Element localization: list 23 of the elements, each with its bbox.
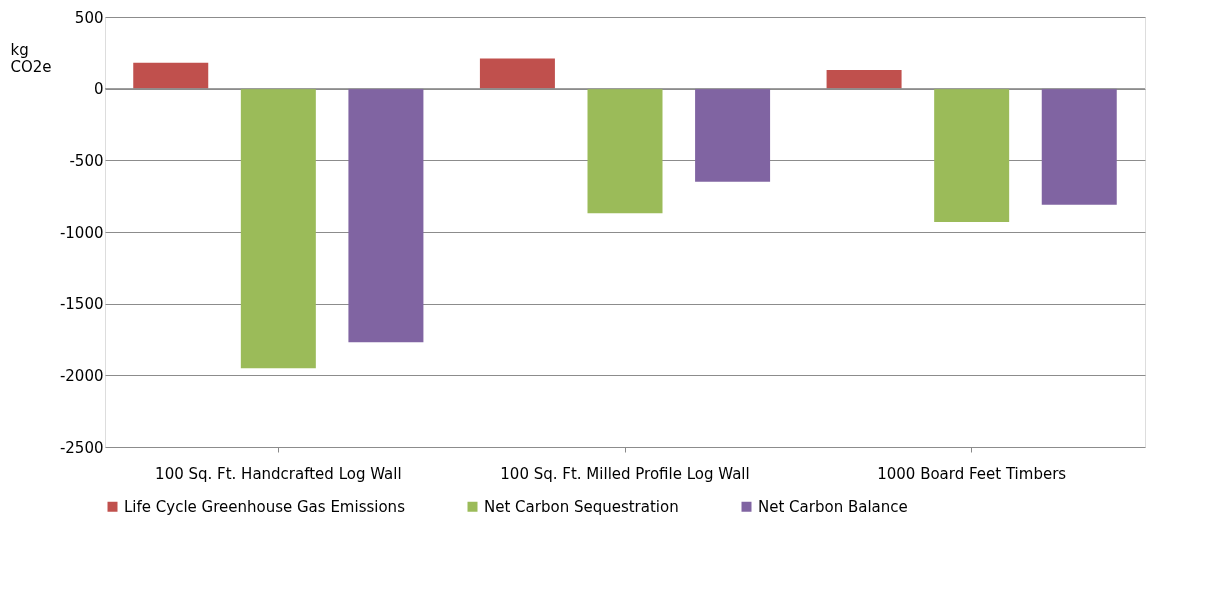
legend-label: Net Carbon Balance [758, 497, 908, 516]
y-tick-label: -500 [69, 151, 104, 170]
bar [587, 88, 663, 214]
legend-label: Net Carbon Sequestration [484, 497, 679, 516]
x-tick-label: 100 Sq. Ft. Milled Profile Log Wall [500, 464, 750, 483]
bar [479, 58, 555, 89]
y-tick-label: -2500 [59, 438, 104, 457]
legend-label: Life Cycle Greenhouse Gas Emissions [124, 497, 406, 516]
bar [934, 88, 1010, 222]
y-tick-label: -1500 [59, 295, 104, 314]
x-tick-label: 100 Sq. Ft. Handcrafted Log Wall [155, 464, 402, 483]
bar [1041, 88, 1117, 205]
bar [133, 62, 209, 89]
bar [695, 88, 771, 182]
bar [240, 88, 316, 369]
x-tick-label: 1000 Board Feet Timbers [877, 464, 1067, 483]
y-tick-label: 0 [93, 80, 104, 99]
y-tick-label: -1000 [59, 223, 104, 242]
bar [348, 88, 424, 343]
y-tick-label: 500 [74, 8, 104, 27]
y-axis-title: kg CO2e [10, 40, 52, 76]
bar [826, 70, 902, 89]
y-tick-label: -2000 [59, 366, 104, 385]
